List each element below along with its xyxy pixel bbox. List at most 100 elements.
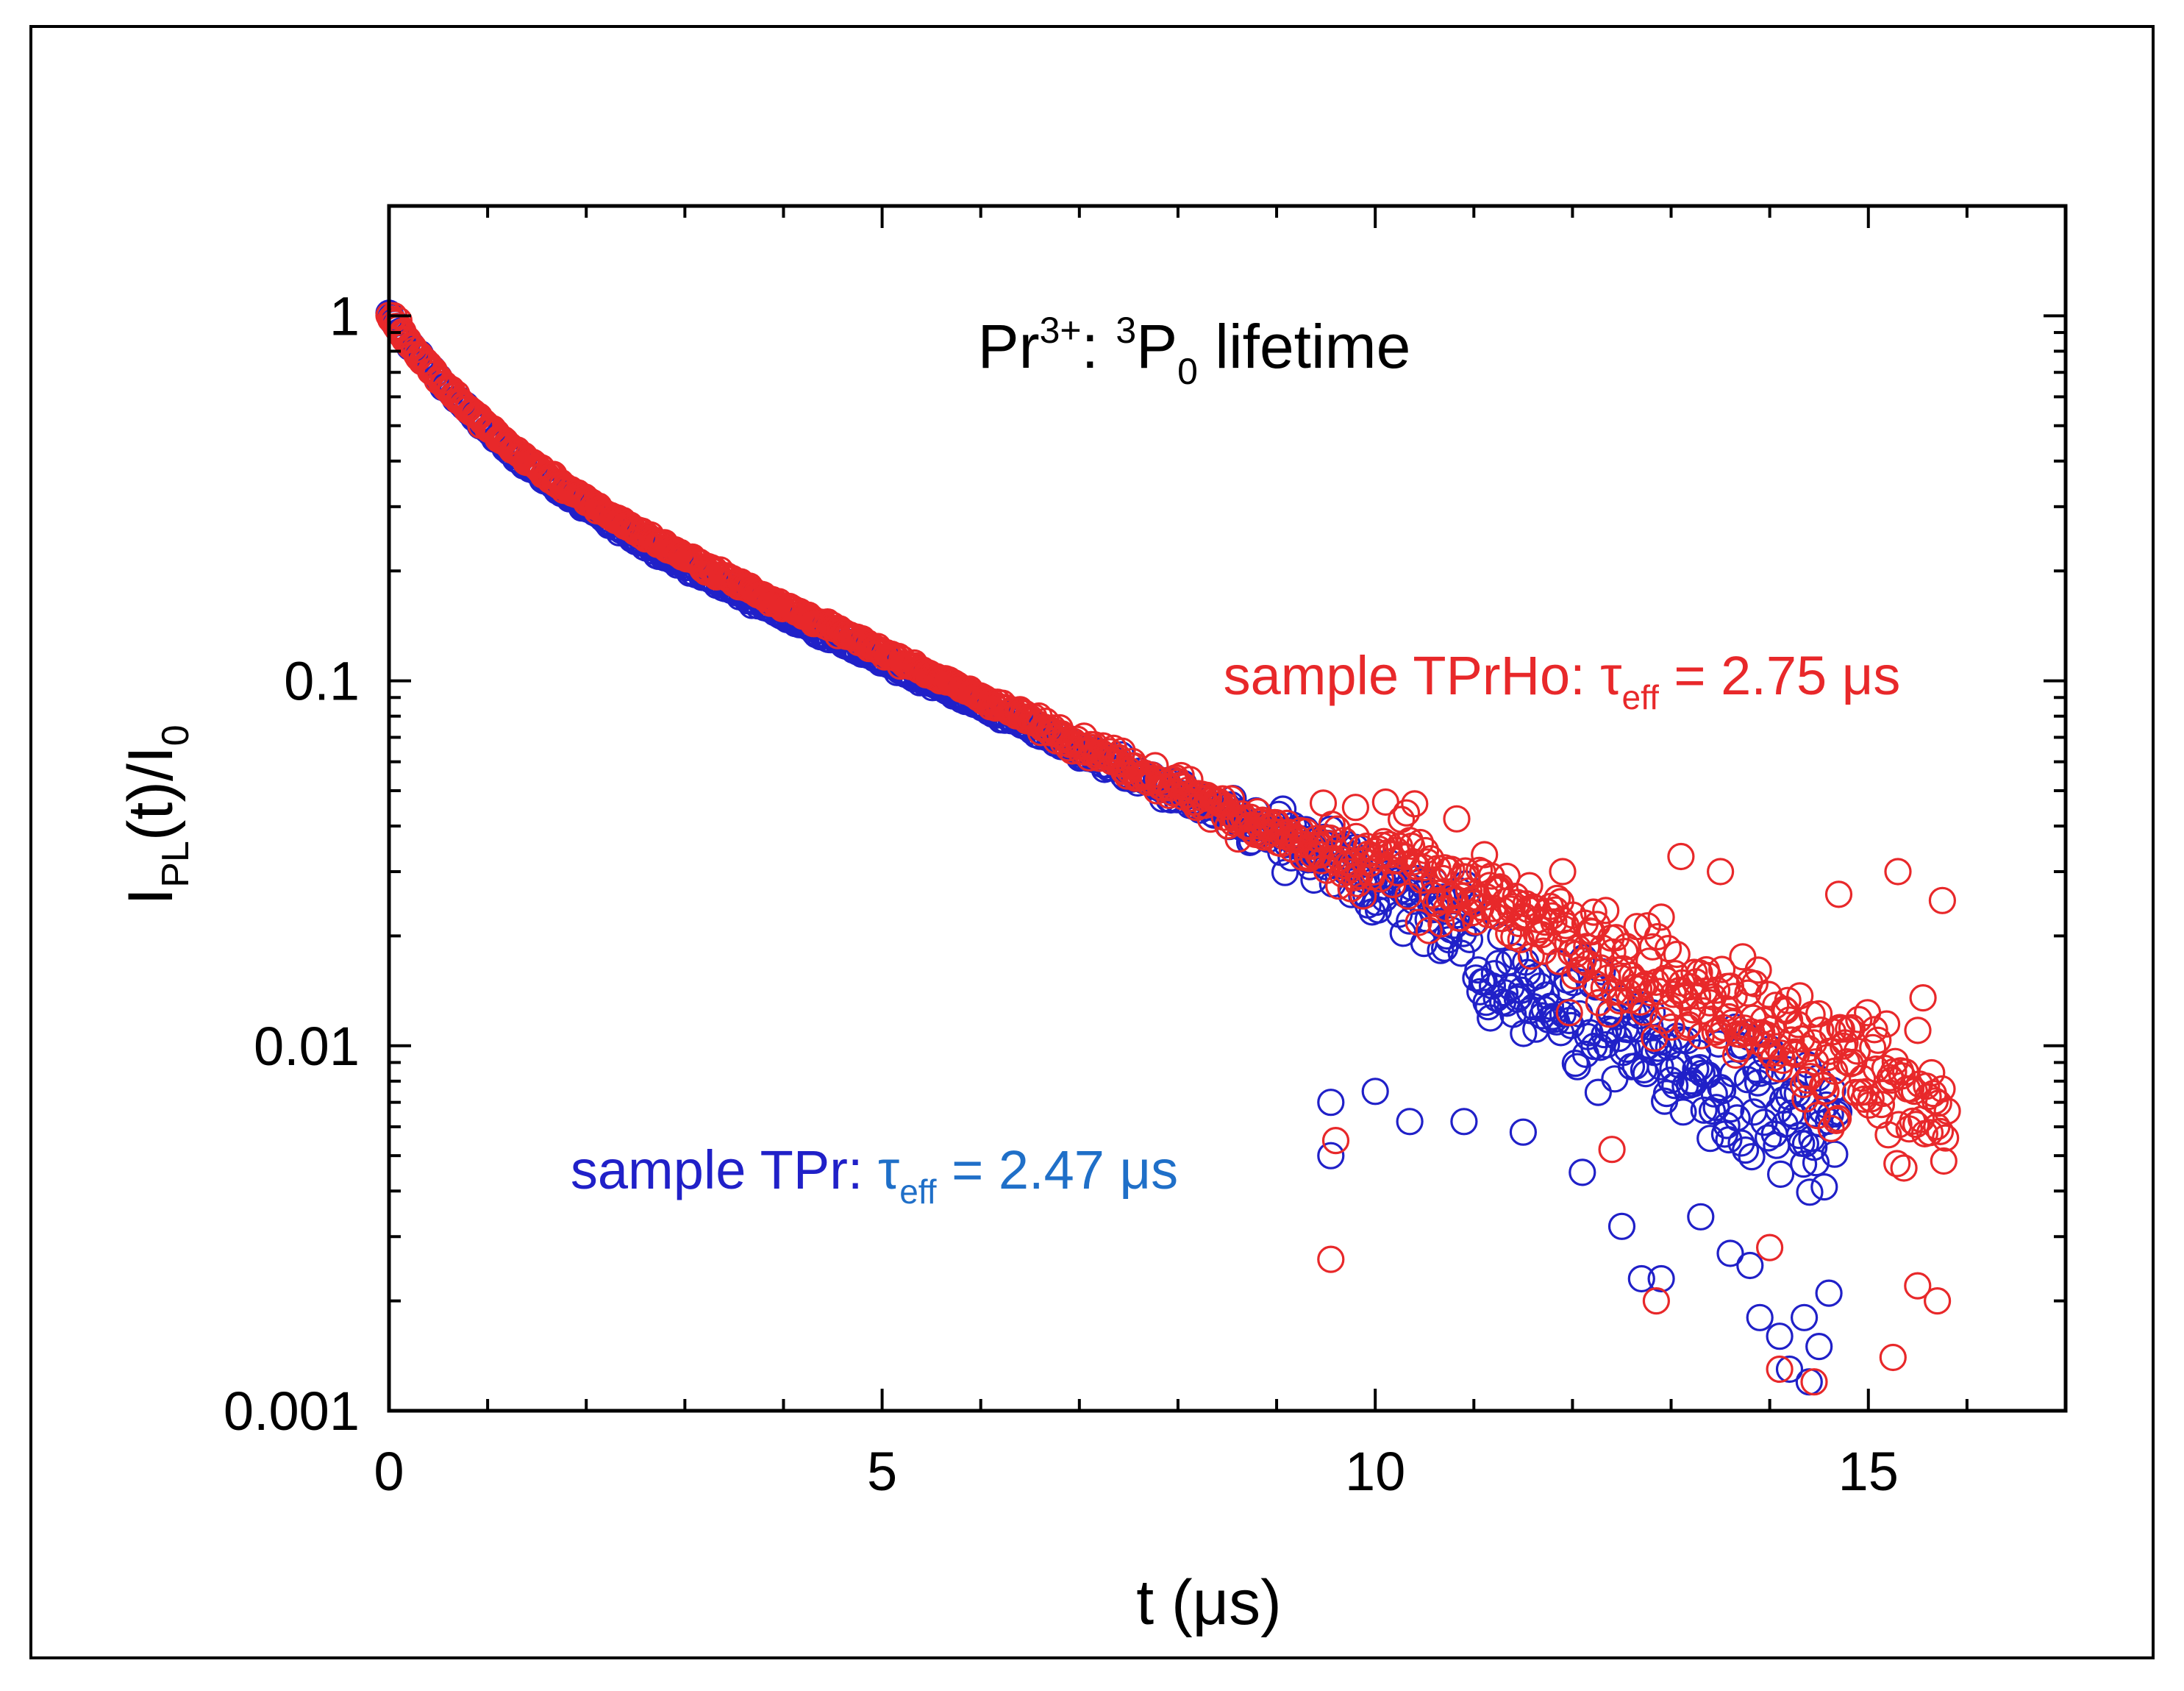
data-point xyxy=(1689,997,1717,1025)
data-points-layer xyxy=(375,299,1961,1396)
data-point xyxy=(1744,956,1772,984)
data-point xyxy=(1854,999,1882,1027)
annotation-tpr-tau: τ xyxy=(878,1139,899,1200)
data-point xyxy=(1727,1129,1755,1157)
x-tick-label: 0 xyxy=(374,1441,404,1502)
title-level: P xyxy=(1136,312,1177,381)
data-point xyxy=(1812,1077,1840,1105)
annotation-tprho-tau-sub: eff xyxy=(1622,678,1660,716)
data-point xyxy=(1429,883,1457,911)
data-point xyxy=(1341,794,1370,822)
data-point xyxy=(1616,1016,1644,1044)
title-level-sup: 3 xyxy=(1116,310,1136,351)
data-point xyxy=(1584,1078,1612,1106)
data-point xyxy=(1777,1026,1805,1054)
y-tick-label: 0.1 xyxy=(284,651,360,712)
figure-frame: 0 5 10 15 1 0.1 0.01 0.001 Pr3+: 3P0 lifetime t… xyxy=(29,25,2155,1659)
chart-title: Pr3+: 3P0 lifetime xyxy=(978,310,1411,392)
annotation-tpr: sample TPr: τeff = 2.47 μs xyxy=(571,1139,1178,1211)
y-tick-label: 1 xyxy=(329,285,360,346)
data-point xyxy=(1509,1118,1538,1146)
data-point xyxy=(1361,1078,1389,1106)
data-point xyxy=(1593,1030,1621,1059)
data-point xyxy=(1824,1104,1852,1133)
annotation-tprho-value: = 2.75 μs xyxy=(1659,645,1901,706)
data-point xyxy=(1927,1117,1955,1146)
data-point xyxy=(1690,1096,1718,1124)
data-point xyxy=(1687,1203,1715,1231)
data-point xyxy=(1574,950,1602,978)
data-point xyxy=(1647,1264,1675,1293)
y-label-sub2: 0 xyxy=(154,725,197,746)
title-level-sub: 0 xyxy=(1177,351,1198,392)
data-point xyxy=(1425,886,1454,914)
data-point xyxy=(1642,1286,1670,1315)
data-point xyxy=(1598,1136,1626,1164)
data-point xyxy=(1800,1368,1828,1396)
data-point xyxy=(1874,1121,1902,1149)
title-rest: lifetime xyxy=(1198,312,1410,381)
data-point xyxy=(1405,908,1432,936)
data-point xyxy=(1826,1014,1854,1042)
data-point xyxy=(1667,842,1695,871)
data-point xyxy=(1544,884,1571,913)
data-point xyxy=(1427,910,1455,938)
data-point xyxy=(1805,1000,1833,1028)
data-point xyxy=(1663,940,1691,969)
data-point xyxy=(1450,1108,1478,1136)
data-point xyxy=(1790,1150,1818,1178)
data-point xyxy=(1401,790,1429,818)
annotation-tprho-label: sample TPrHo: xyxy=(1224,645,1601,706)
data-point xyxy=(1756,1233,1784,1261)
data-point xyxy=(1902,1111,1930,1139)
data-point xyxy=(1748,1081,1776,1108)
data-point xyxy=(1729,943,1757,971)
data-point xyxy=(1767,1160,1795,1189)
data-point xyxy=(1824,880,1853,908)
data-point xyxy=(1392,799,1421,827)
data-point xyxy=(1864,1026,1892,1054)
data-point xyxy=(1561,1049,1589,1078)
data-point xyxy=(1810,1172,1838,1201)
data-point xyxy=(1791,1303,1819,1331)
x-axis-label-text: t (μs) xyxy=(1136,1567,1282,1638)
y-tick-label: 0.01 xyxy=(254,1016,360,1077)
plot-area-border xyxy=(387,204,2068,1413)
data-point xyxy=(1317,1142,1345,1170)
data-point xyxy=(1465,856,1494,884)
data-point xyxy=(1633,912,1661,940)
data-point xyxy=(1890,1154,1918,1182)
data-point xyxy=(1655,934,1682,963)
data-point xyxy=(1928,1075,1956,1103)
axis-tick-labels: 0 5 10 15 1 0.1 0.01 0.001 xyxy=(224,285,1899,1502)
data-point xyxy=(1602,924,1630,952)
data-point xyxy=(1904,1272,1932,1300)
data-point xyxy=(1827,1015,1855,1043)
data-point xyxy=(1516,872,1544,900)
data-point xyxy=(1384,858,1412,887)
data-point xyxy=(1766,1322,1794,1350)
data-point xyxy=(1720,983,1748,1011)
data-point xyxy=(1691,977,1719,1005)
data-point xyxy=(1580,898,1607,926)
data-point xyxy=(1845,1005,1873,1033)
data-point xyxy=(1632,970,1660,998)
data-point xyxy=(1630,998,1658,1026)
data-point xyxy=(1661,1072,1689,1100)
data-point xyxy=(1317,1245,1345,1273)
data-point xyxy=(1918,1058,1946,1087)
data-point xyxy=(1396,1108,1424,1136)
annotation-tpr-value: = 2.47 μs xyxy=(937,1139,1179,1200)
data-point xyxy=(1592,897,1620,925)
title-ion: Pr xyxy=(978,312,1040,381)
data-point xyxy=(1733,1066,1761,1094)
data-point xyxy=(1657,1066,1685,1094)
data-point xyxy=(1716,1239,1744,1267)
data-point xyxy=(1775,1355,1804,1384)
data-point xyxy=(1569,1158,1596,1186)
data-point xyxy=(1709,1076,1737,1105)
data-point xyxy=(1783,1080,1811,1108)
annotation-tprho: sample TPrHo: τeff = 2.75 μs xyxy=(1224,645,1901,716)
x-tick-label: 10 xyxy=(1345,1441,1405,1502)
